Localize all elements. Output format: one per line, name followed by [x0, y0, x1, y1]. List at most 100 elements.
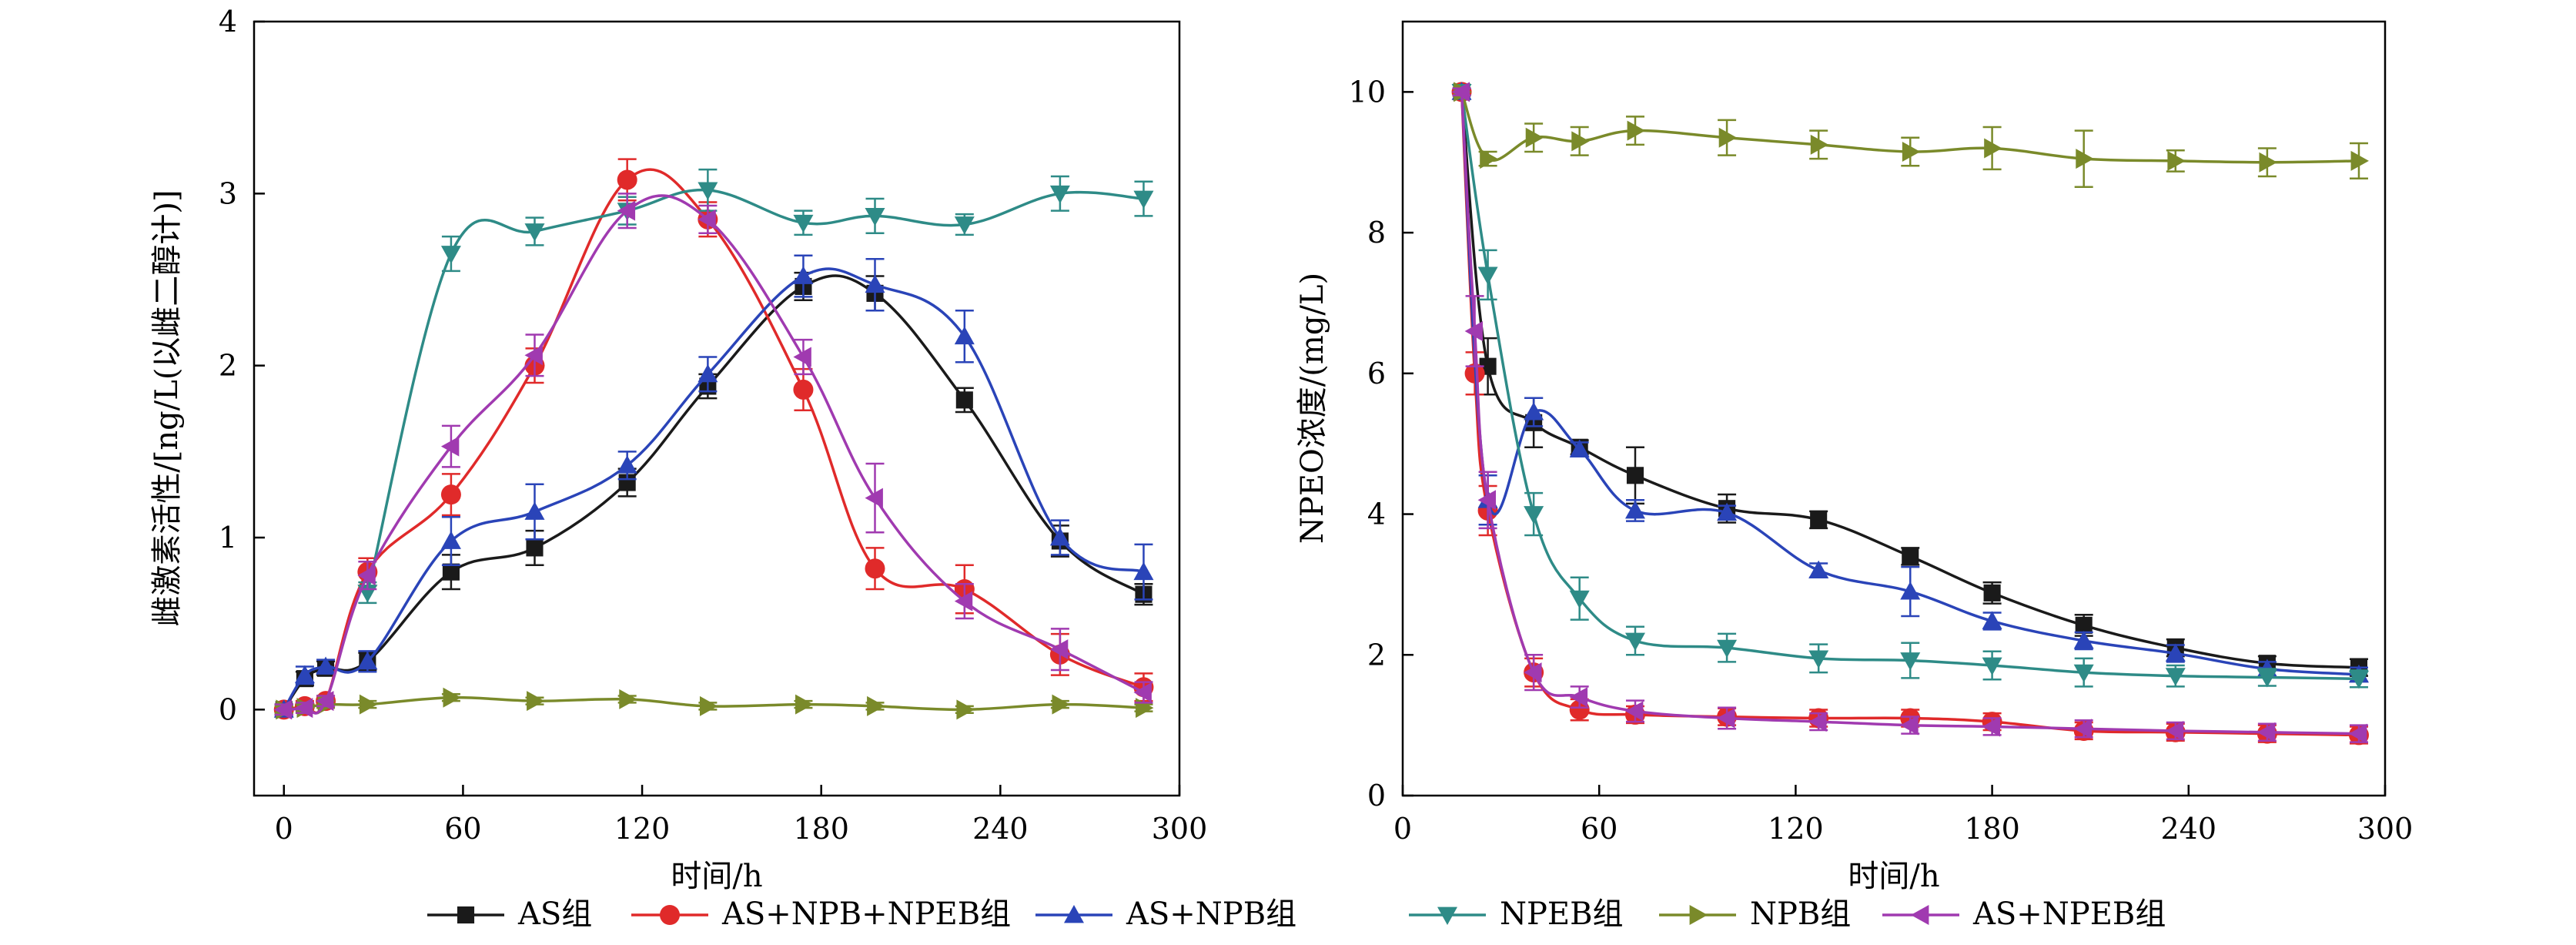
y-axis-title: NPEO浓度/(mg/L) — [1295, 273, 1330, 544]
y-tick-label: 8 — [1367, 216, 1386, 250]
data-point — [2167, 150, 2186, 171]
data-point — [1718, 127, 1738, 148]
data-point — [1049, 528, 1070, 546]
legend-label: AS+NPB+NPEB组 — [721, 896, 1011, 932]
legend-label: AS+NPEB组 — [1972, 896, 2166, 932]
data-point — [617, 169, 637, 190]
data-point — [2257, 669, 2277, 688]
data-point — [1477, 266, 1498, 285]
legend: AS组 AS+NPB+NPEB组 AS+NPB组 NPEB组 NPB组 AS+NPEB组 — [427, 896, 2166, 932]
data-point — [1808, 650, 1829, 669]
data-point — [2350, 150, 2369, 171]
data-point — [2259, 152, 2277, 173]
data-point — [2165, 668, 2186, 686]
data-point — [1983, 584, 2001, 602]
series-line — [1460, 92, 2360, 676]
y-tick-label: 4 — [1367, 498, 1386, 531]
data-point — [2165, 720, 2184, 741]
data-point — [2073, 719, 2093, 739]
data-point — [1133, 190, 1154, 209]
x-tick-label: 180 — [1964, 812, 2020, 846]
y-tick-label: 4 — [219, 5, 237, 39]
data-point — [1133, 561, 1154, 581]
data-point — [1902, 142, 1921, 163]
data-point — [2073, 664, 2094, 683]
data-point — [273, 699, 293, 720]
series-3 — [357, 168, 1154, 605]
x-tick-label: 60 — [444, 812, 481, 846]
legend-marker — [457, 906, 475, 924]
legend-item: AS+NPEB组 — [1882, 896, 2166, 932]
x-tick-label: 240 — [972, 812, 1029, 846]
data-point — [440, 531, 461, 549]
data-point — [617, 200, 636, 221]
data-point — [617, 455, 637, 474]
y-tick-label: 2 — [219, 349, 237, 383]
data-point — [2348, 723, 2367, 744]
legend-label: AS+NPB组 — [1126, 896, 1296, 932]
data-point — [1717, 708, 1735, 729]
data-point — [357, 651, 378, 670]
data-point — [865, 207, 885, 226]
data-point — [1624, 632, 1645, 651]
legend-marker — [1437, 906, 1457, 925]
data-point — [698, 209, 716, 230]
data-point — [1569, 439, 1590, 457]
data-point — [440, 484, 461, 505]
legend-marker — [1911, 905, 1929, 925]
x-axis-title: 时间/h — [671, 859, 762, 894]
data-point — [294, 665, 315, 684]
data-point — [1982, 657, 2002, 675]
data-point — [793, 347, 811, 367]
x-tick-label: 60 — [1581, 812, 1618, 846]
data-point — [443, 687, 461, 708]
data-point — [524, 345, 543, 366]
data-point — [316, 656, 336, 675]
series-line — [283, 695, 1144, 712]
data-point — [1717, 502, 1738, 521]
data-point — [954, 326, 975, 345]
data-point — [1626, 467, 1644, 484]
plot-frame — [1401, 20, 2387, 797]
series-line — [1460, 92, 2359, 681]
y-tick-label: 1 — [219, 521, 237, 555]
data-point — [619, 689, 637, 709]
x-tick-label: 0 — [1393, 812, 1412, 846]
legend-marker — [660, 905, 680, 925]
y-axis-title: 雌激素活性/[ng/L(以雌二醇计)] — [149, 189, 185, 626]
data-point — [1569, 590, 1590, 609]
y-tick-label: 3 — [219, 176, 237, 210]
x-tick-label: 300 — [2357, 812, 2414, 846]
legend-marker — [1689, 905, 1708, 925]
data-point — [699, 695, 718, 716]
x-tick-label: 180 — [793, 812, 849, 846]
data-point — [526, 539, 544, 557]
data-point — [865, 274, 885, 293]
data-point — [867, 695, 885, 716]
series-line — [283, 274, 1145, 711]
data-point — [1902, 548, 1919, 565]
legend-label: AS组 — [517, 896, 592, 932]
data-point — [955, 391, 973, 409]
y-tick-label: 10 — [1349, 75, 1386, 109]
data-point — [1569, 687, 1588, 708]
x-tick-label: 120 — [614, 812, 671, 846]
data-point — [2348, 670, 2369, 689]
data-point — [793, 379, 814, 400]
data-point — [442, 563, 460, 581]
data-point — [1524, 506, 1544, 524]
data-point — [2075, 616, 2093, 634]
series-5 — [1451, 82, 2368, 744]
series-1 — [273, 158, 1154, 720]
y-tick-label: 0 — [1367, 779, 1386, 813]
data-point — [1480, 149, 1498, 169]
plot-frame — [253, 20, 1181, 797]
data-point — [865, 558, 885, 579]
data-point — [1900, 652, 1921, 671]
left-chart-estrogen-activity: 0 60 120 180 240 300 0 1 2 3 4 时间/h 雌激素活性/[ng/L(以雌二醇… — [149, 5, 1207, 894]
data-point — [2165, 643, 2186, 662]
data-point — [954, 591, 973, 612]
legend-item: AS+NPB组 — [1035, 896, 1296, 932]
data-point — [2257, 722, 2276, 742]
legend-item: AS+NPB+NPEB组 — [631, 896, 1011, 932]
